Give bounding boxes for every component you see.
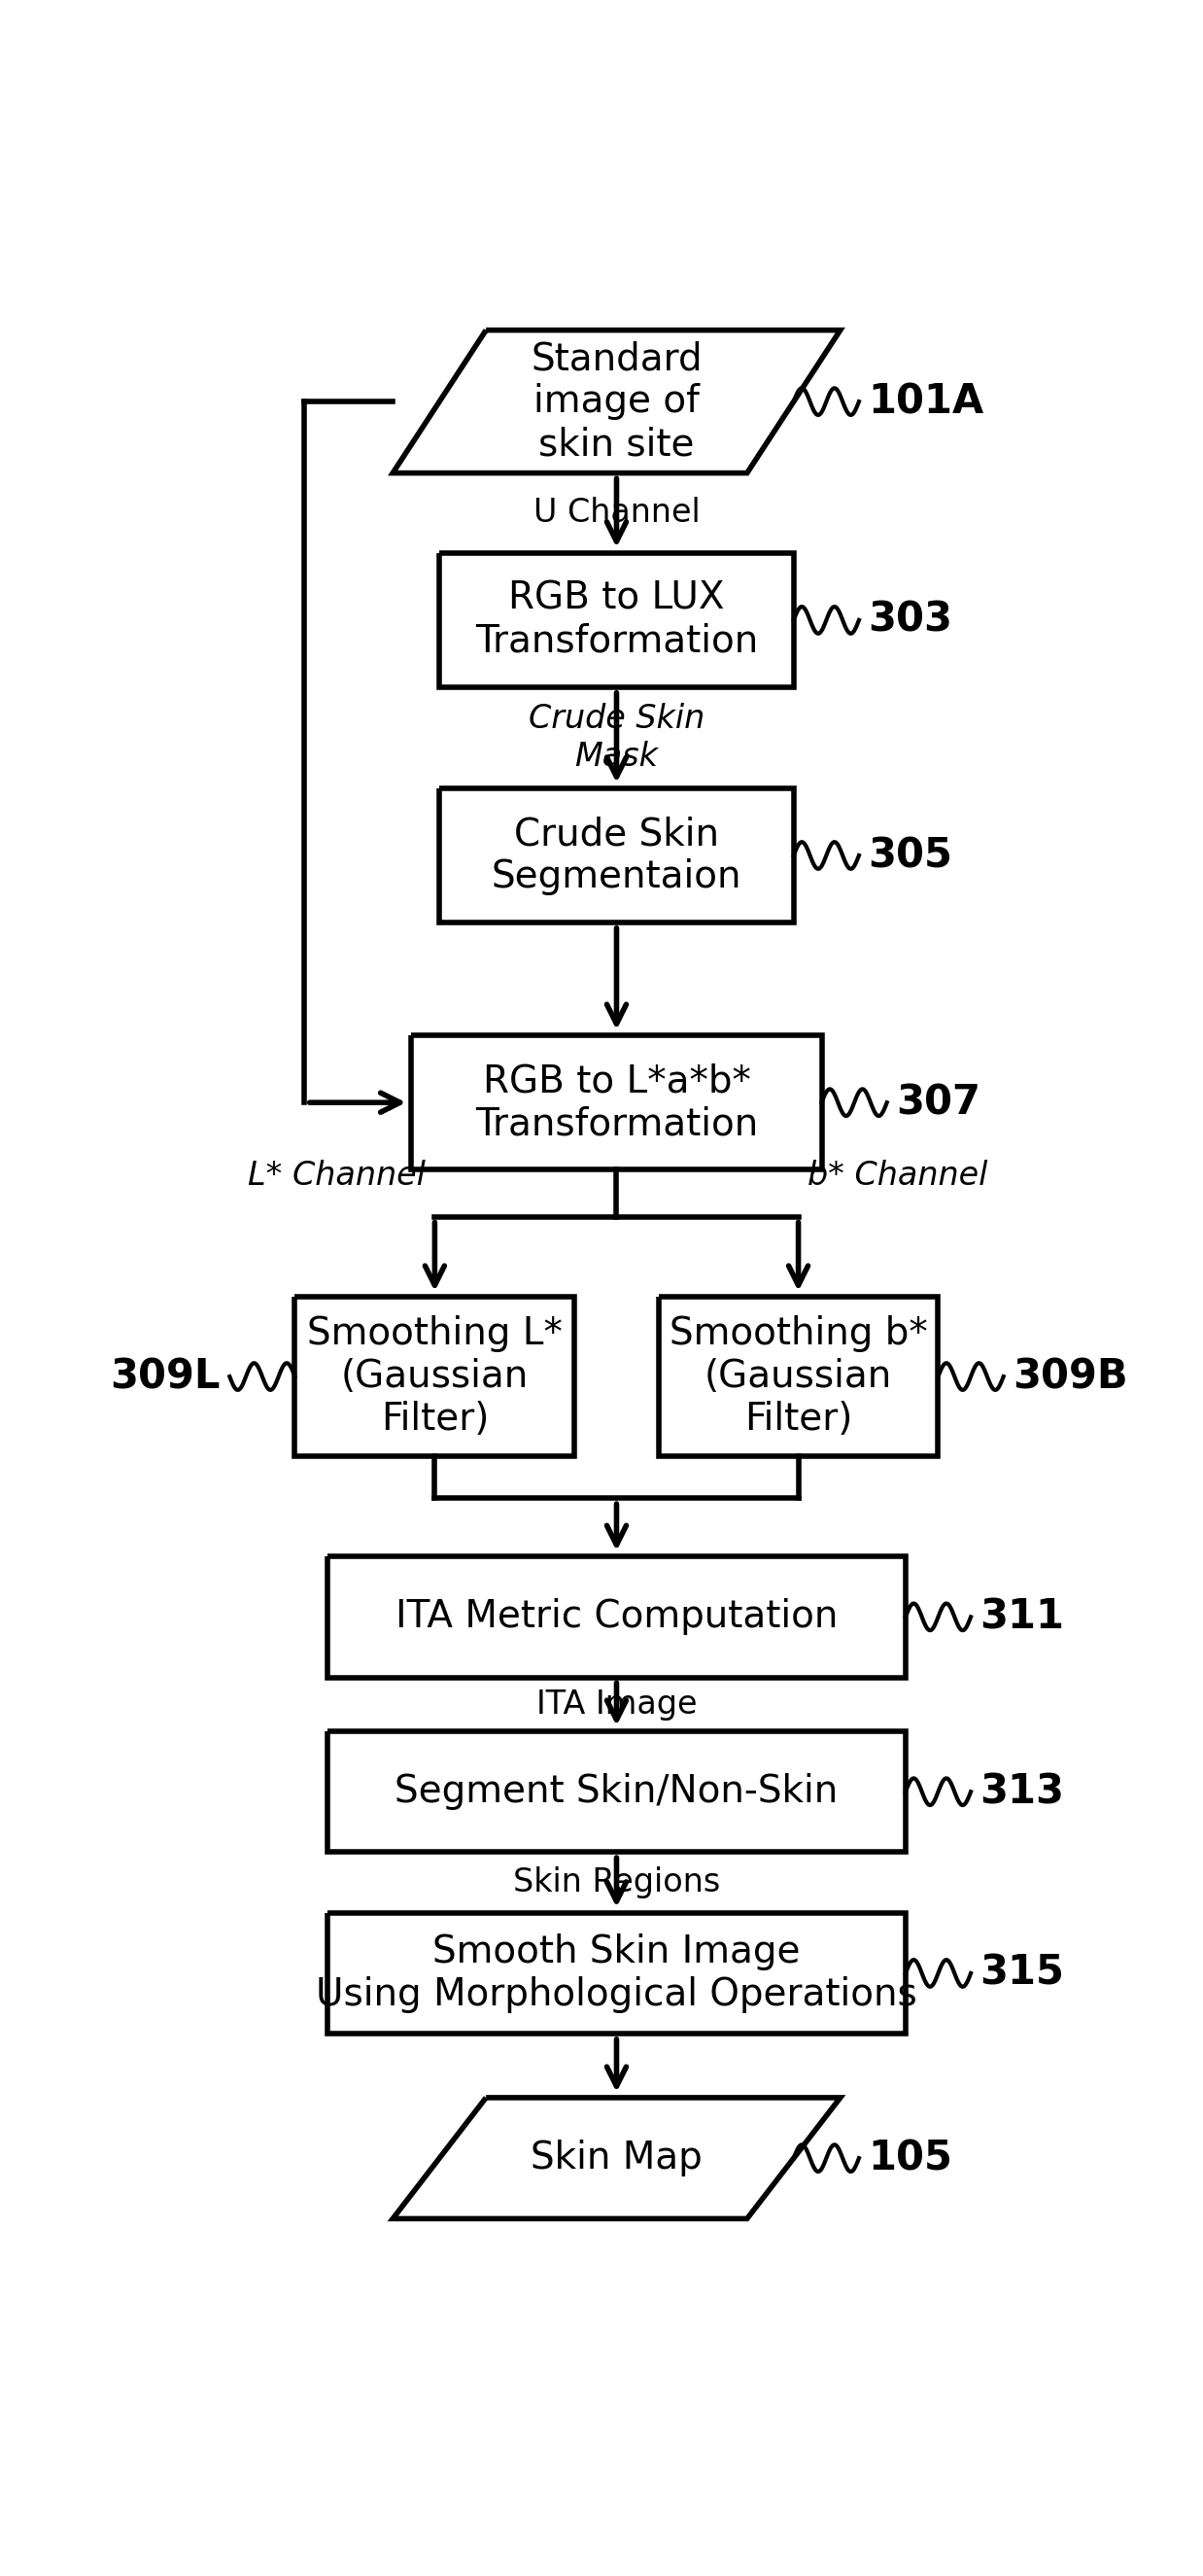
Text: ITA Image: ITA Image bbox=[537, 1687, 697, 1721]
Text: ITA Metric Computation: ITA Metric Computation bbox=[396, 1600, 837, 1636]
Text: Crude Skin
Mask: Crude Skin Mask bbox=[528, 703, 705, 773]
Text: 101A: 101A bbox=[869, 381, 984, 422]
Text: Skin Regions: Skin Regions bbox=[512, 1868, 721, 1899]
Polygon shape bbox=[439, 788, 794, 922]
Text: 307: 307 bbox=[896, 1082, 980, 1123]
Text: RGB to L*a*b*
Transformation: RGB to L*a*b* Transformation bbox=[475, 1064, 758, 1141]
Text: Segment Skin/Non-Skin: Segment Skin/Non-Skin bbox=[395, 1772, 838, 1811]
Text: b* Channel: b* Channel bbox=[807, 1159, 988, 1193]
Polygon shape bbox=[392, 330, 841, 474]
Polygon shape bbox=[439, 554, 794, 688]
Text: Smoothing L*
(Gaussian
Filter): Smoothing L* (Gaussian Filter) bbox=[307, 1316, 563, 1437]
Text: Smooth Skin Image
Using Morphological Operations: Smooth Skin Image Using Morphological Op… bbox=[316, 1935, 917, 2012]
Text: 311: 311 bbox=[980, 1597, 1065, 1638]
Polygon shape bbox=[658, 1296, 938, 1455]
Text: Smoothing b*
(Gaussian
Filter): Smoothing b* (Gaussian Filter) bbox=[669, 1316, 928, 1437]
Text: 309L: 309L bbox=[109, 1355, 220, 1396]
Polygon shape bbox=[327, 1556, 906, 1677]
Polygon shape bbox=[327, 1731, 906, 1852]
Text: 315: 315 bbox=[980, 1953, 1065, 1994]
Text: Crude Skin
Segmentaion: Crude Skin Segmentaion bbox=[492, 817, 741, 896]
Text: 313: 313 bbox=[980, 1772, 1065, 1811]
Polygon shape bbox=[392, 2097, 841, 2218]
Polygon shape bbox=[295, 1296, 575, 1455]
Text: L* Channel: L* Channel bbox=[248, 1159, 426, 1193]
Text: 105: 105 bbox=[869, 2138, 953, 2179]
Text: Skin Map: Skin Map bbox=[531, 2141, 703, 2177]
Text: 305: 305 bbox=[869, 835, 953, 876]
Polygon shape bbox=[411, 1036, 822, 1170]
Text: Standard
image of
skin site: Standard image of skin site bbox=[531, 340, 703, 464]
Text: U Channel: U Channel bbox=[533, 497, 700, 528]
Text: RGB to LUX
Transformation: RGB to LUX Transformation bbox=[475, 580, 758, 659]
Text: 303: 303 bbox=[869, 600, 953, 641]
Text: 309B: 309B bbox=[1013, 1355, 1128, 1396]
Polygon shape bbox=[327, 1914, 906, 2035]
